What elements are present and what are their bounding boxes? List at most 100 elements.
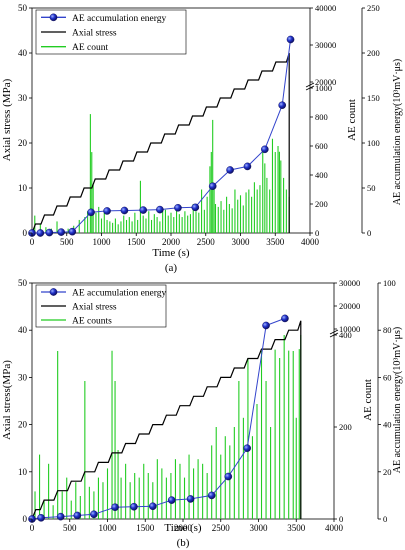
ae-energy-point: [226, 166, 234, 174]
y-left-tick-label: 30: [18, 93, 28, 103]
x-axis-a: 0 500 1000 1500 2000 2500 3000 3500 4000: [30, 233, 320, 247]
x-tick-label: 500: [63, 523, 77, 533]
x-tick-label: 1500: [136, 523, 155, 533]
ae-energy-point: [262, 321, 270, 330]
legend-label: AE accumulation energy: [72, 289, 167, 299]
y-count-tick-label: 200: [315, 199, 328, 209]
y-left-tick-label: 30: [18, 372, 28, 382]
x-tick-label: 3500: [287, 523, 306, 533]
axis-break-mark: [329, 329, 339, 335]
y-count-tick-label: 800: [315, 112, 328, 122]
y-axis-energy-b: 0 20 40 60 80 100: [377, 278, 396, 524]
ae-energy-point: [36, 229, 45, 237]
y-left-tick-label: 20: [18, 420, 28, 430]
x-tick-label: 1500: [127, 237, 146, 247]
legend-b: AE accumulation energy Axial stress AE cou…: [35, 284, 167, 328]
ae-energy-series-b: [28, 314, 289, 523]
y-left-tick-label: 40: [18, 325, 28, 335]
ae-energy-point: [111, 503, 119, 512]
y-left-tick-label: 50: [18, 3, 28, 13]
y-count-tick-label: 400: [315, 170, 328, 180]
y-energy-tick-label: 100: [383, 278, 396, 288]
x-tick-label: 3000: [250, 523, 269, 533]
axial-stress-line: [31, 320, 302, 520]
y-axis-label-stress-b: Axial stress(MPa): [1, 360, 13, 440]
ae-energy-point: [243, 444, 251, 453]
legend-label: AE count: [72, 43, 109, 53]
ae-energy-point: [174, 203, 182, 212]
y-energy-tick-label: 50: [367, 183, 376, 193]
ae-energy-point: [156, 205, 164, 214]
y-energy-tick-label: 20: [383, 467, 392, 477]
axial-stress-series-b: [31, 320, 302, 520]
y-left-tick-label: 0: [23, 228, 28, 238]
y-energy-tick-label: 200: [367, 48, 380, 58]
y-axis-energy-a: 0 50 100 150 200 250: [361, 3, 380, 238]
y-count-tick-label: 0: [339, 514, 343, 524]
y-axis-stress-b: 0 10 20 30 40 50: [18, 278, 32, 524]
ae-energy-point: [278, 101, 287, 109]
x-tick-label: 4000: [325, 523, 344, 533]
ae-energy-point: [286, 35, 295, 44]
ae-energy-point: [73, 511, 82, 520]
x-axis-label-b: Time (s): [164, 522, 202, 534]
y-left-tick-label: 50: [18, 278, 28, 288]
y-energy-tick-label: 60: [383, 372, 392, 382]
x-tick-label: 1000: [93, 237, 112, 247]
panel-label-b: (b): [177, 537, 190, 549]
ae-energy-point: [148, 502, 157, 511]
y-energy-tick-label: 250: [367, 3, 380, 13]
chart-panel-b: 0 500 1000 1500 2000 2500 3000 3500 4000 0102030…: [1, 278, 403, 549]
x-axis-b: 0 500 1000 1500 2000 2500 3000 3500 4000: [30, 519, 344, 533]
ae-energy-point: [191, 203, 200, 212]
y-axis-stress-a: 0 10 20 30 40 50: [18, 3, 32, 238]
y-axis-label-energy-a: AE accumulation energy(10³mV·μs): [392, 59, 403, 205]
axial-stress-series-a: [31, 52, 290, 234]
ae-energy-point: [243, 162, 252, 171]
legend-label: Axial stress: [72, 29, 117, 39]
x-tick-label: 2000: [174, 523, 193, 533]
legend-marker: [49, 288, 58, 296]
x-tick-label: 500: [60, 237, 74, 247]
ae-energy-point: [68, 227, 77, 236]
ae-energy-point: [281, 314, 289, 323]
y-energy-tick-label: 40: [383, 420, 392, 430]
axis-break-mark: [329, 332, 339, 338]
y-count-tick-label: 200: [339, 422, 352, 432]
y-count-tick-label: 20000: [315, 77, 336, 87]
ae-energy-point: [261, 145, 269, 154]
y-axis-label-count-b: AE count: [362, 379, 374, 421]
legend-label: Axial stress: [72, 303, 117, 313]
ae-energy-line: [31, 317, 286, 520]
y-count-tick-label: 10000: [339, 324, 360, 334]
legend-label: AE accumulation energy: [72, 14, 167, 24]
ae-count-series-b: [34, 335, 302, 519]
y-energy-tick-label: 100: [367, 138, 380, 148]
legend-marker: [49, 13, 58, 22]
x-tick-label: 3500: [266, 237, 285, 247]
y-energy-tick-label: 150: [367, 93, 380, 103]
y-energy-tick-label: 80: [383, 325, 392, 335]
axis-break-mark: [305, 82, 315, 88]
y-left-tick-label: 10: [18, 467, 28, 477]
ae-energy-point: [87, 208, 95, 217]
y-count-tick-label: 20000: [339, 301, 360, 311]
ae-energy-point: [37, 514, 45, 522]
ae-energy-point: [103, 207, 111, 215]
ae-energy-point: [57, 228, 65, 236]
x-tick-label: 0: [30, 237, 35, 247]
ae-energy-series-a: [28, 35, 295, 237]
legend-a: AE accumulation energy Axial stress AE cou…: [35, 9, 187, 55]
ae-count-series-a: [34, 114, 290, 233]
x-tick-label: 4000: [301, 237, 320, 247]
y-count-tick-label: 600: [315, 141, 328, 151]
panel-label-a: (a): [165, 262, 178, 274]
y-left-tick-label: 0: [23, 514, 28, 524]
x-tick-label: 2000: [162, 237, 181, 247]
axis-break-mark: [305, 85, 315, 91]
ae-energy-point: [56, 512, 65, 521]
y-count-tick-label: 40000: [315, 3, 336, 13]
x-axis-label-a: Time (s): [152, 247, 190, 259]
legend-label: AE counts: [72, 317, 112, 327]
